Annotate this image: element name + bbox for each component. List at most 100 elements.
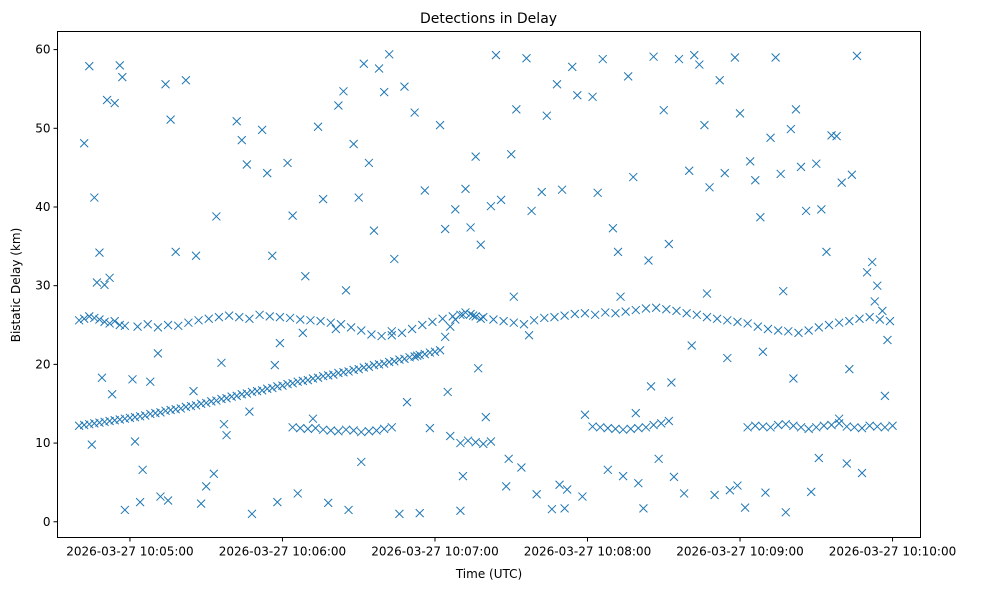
data-point-s1-10	[133, 322, 142, 331]
data-point-s3-9	[115, 60, 125, 70]
data-point-s3-60	[435, 120, 445, 130]
data-point-s1-66	[702, 312, 712, 322]
data-point-s3-120	[745, 156, 755, 166]
data-point-s2-25	[633, 423, 643, 433]
data-point-s3-146	[878, 306, 887, 316]
data-point-s0-20	[176, 404, 186, 413]
data-point-s3-172	[580, 410, 590, 420]
data-point-s1-63	[672, 306, 681, 316]
data-point-s3-90	[593, 188, 603, 198]
data-point-s2-40	[819, 421, 829, 431]
data-point-s1-36	[397, 328, 407, 338]
data-point-s2-39	[811, 422, 821, 432]
data-point-s3-164	[138, 465, 148, 475]
data-point-s2-49	[888, 421, 897, 431]
data-point-s1-19	[224, 311, 234, 320]
data-point-s3-96	[623, 72, 633, 81]
data-point-s3-34	[283, 158, 292, 168]
data-point-s3-26	[232, 116, 242, 126]
chart-title: Detections in Delay	[420, 11, 557, 27]
data-point-s3-33	[273, 497, 282, 507]
data-point-s2-16	[471, 437, 481, 447]
data-point-s0-33	[242, 389, 252, 398]
data-point-s2-0	[288, 422, 297, 432]
data-point-s3-99	[639, 504, 648, 513]
data-point-s2-29	[664, 416, 674, 426]
data-point-s3-109	[689, 50, 699, 60]
data-point-s2-17	[478, 439, 488, 449]
data-point-s0-57	[364, 362, 374, 372]
data-point-s3-145	[872, 281, 882, 291]
data-point-s1-6	[105, 319, 114, 328]
data-point-s2-32	[758, 422, 768, 431]
data-point-s3-154	[402, 397, 412, 407]
data-point-s2-41	[827, 420, 836, 430]
data-point-s3-3	[95, 248, 104, 257]
data-point-s2-12	[379, 424, 389, 434]
data-point-s1-20	[234, 312, 244, 322]
data-point-s3-150	[153, 349, 163, 358]
data-point-s2-27	[649, 420, 658, 430]
data-point-s1-22	[255, 310, 264, 320]
data-point-s3-4	[97, 373, 107, 383]
data-point-s1-16	[194, 315, 203, 325]
data-point-s3-159	[687, 341, 697, 350]
x-tick-label-4: 2026-03-27 10:09:00	[676, 545, 803, 559]
data-point-s3-72	[496, 195, 506, 205]
y-tick-label-0: 0	[43, 515, 51, 529]
data-point-s0-40	[278, 381, 287, 390]
data-point-s1-46	[499, 316, 508, 326]
data-point-s2-6	[334, 426, 343, 436]
data-point-s2-10	[364, 426, 374, 436]
data-point-s3-163	[92, 278, 102, 287]
data-point-s2-7	[341, 425, 351, 435]
data-point-s3-36	[293, 489, 303, 498]
data-point-s3-98	[633, 478, 643, 488]
data-point-s1-3	[90, 313, 99, 323]
data-point-s1-54	[580, 308, 590, 318]
data-point-s3-144	[867, 257, 877, 267]
data-point-s1-84	[885, 316, 895, 326]
data-point-s2-36	[789, 421, 798, 431]
data-point-s3-123	[761, 488, 770, 497]
data-point-s3-8	[110, 98, 120, 108]
data-point-s1-7	[110, 316, 120, 326]
data-point-s3-74	[506, 149, 516, 159]
y-axis: 0 10 20 30 40 50 60	[35, 43, 58, 529]
data-point-s3-43	[339, 86, 348, 96]
data-point-s3-176	[814, 453, 824, 463]
data-point-s3-108	[684, 166, 694, 176]
data-point-s3-14	[145, 377, 155, 387]
data-point-s3-137	[832, 131, 841, 141]
data-point-s3-25	[222, 430, 231, 440]
data-point-s3-38	[308, 414, 318, 424]
data-point-s3-166	[245, 407, 254, 416]
data-point-s3-65	[461, 184, 470, 194]
data-point-s3-113	[710, 490, 719, 500]
data-point-s1-65	[692, 310, 702, 320]
data-point-s2-35	[781, 419, 791, 429]
data-point-s0-68	[420, 349, 430, 359]
data-point-s3-21	[196, 499, 206, 509]
data-point-s0-38	[267, 383, 277, 393]
y-tick-label-3: 30	[35, 279, 50, 293]
data-point-s3-102	[654, 454, 664, 464]
data-point-s3-62	[445, 431, 455, 441]
data-point-s3-16	[161, 79, 170, 89]
data-point-s1-69	[733, 317, 742, 327]
data-point-s1-71	[753, 322, 763, 331]
data-point-s3-126	[776, 169, 786, 179]
data-point-s3-75	[511, 105, 521, 114]
data-point-s0-23	[191, 400, 201, 410]
data-point-s1-42	[458, 310, 468, 320]
data-point-s3-40	[318, 194, 328, 204]
data-point-s1-77	[814, 323, 824, 332]
data-point-s3-153	[341, 286, 351, 295]
data-point-s3-55	[400, 82, 409, 91]
data-point-s2-5	[326, 426, 336, 435]
data-point-s2-1	[295, 423, 305, 433]
data-point-s3-23	[212, 212, 221, 221]
data-point-s3-2	[90, 193, 99, 202]
data-point-s3-115	[720, 168, 730, 178]
data-point-s0-50	[328, 370, 338, 379]
